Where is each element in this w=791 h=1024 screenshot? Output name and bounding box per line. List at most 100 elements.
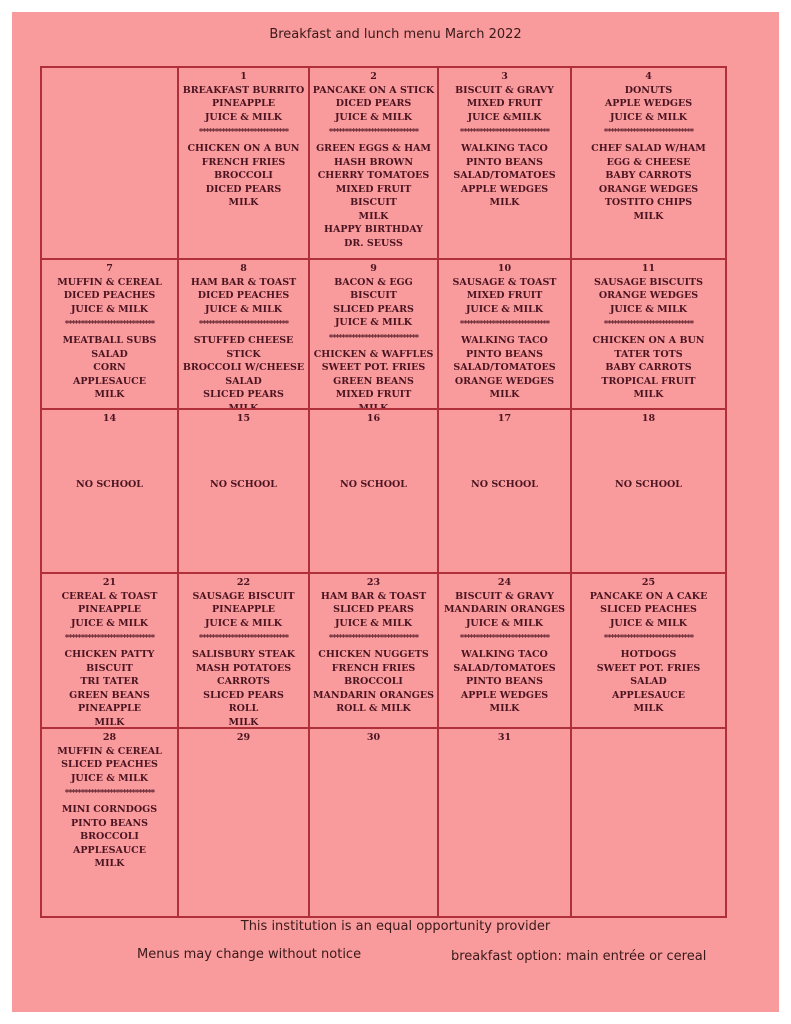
lunch-item: SALISBURY STEAK	[191, 649, 296, 660]
day-cell: 14 NO SCHOOL	[41, 409, 178, 573]
lunch-item: PINEAPPLE	[77, 703, 142, 714]
breakfast-item: SAUSAGE & TOAST	[452, 276, 557, 288]
lunch-item: GREEN BEANS	[69, 689, 150, 701]
lunch-item: APPLESAUCE	[73, 375, 146, 387]
breakfast-item: PANCAKE ON A STICK	[312, 84, 435, 96]
meal-divider: ****************************	[198, 126, 289, 136]
lunch-item: BROCCOLI	[214, 170, 273, 181]
breakfast-item: JUICE & MILK	[334, 317, 413, 328]
day-number: 24	[497, 577, 512, 588]
day-cell: 31	[438, 728, 571, 917]
day-number: 28	[102, 732, 117, 743]
lunch-item: MILK	[228, 402, 259, 409]
lunch-item: SALAD/TOMATOES	[453, 362, 556, 373]
lunch-item: EGG & CHEESE	[606, 156, 691, 168]
day-cell: 22 SAUSAGE BISCUIT PINEAPPLE JUICE & MILK **…	[178, 573, 309, 728]
lunch-item: SLICED PEARS	[203, 389, 284, 400]
menu-change-notice: Menus may change without notice	[137, 947, 362, 962]
meal-divider: ****************************	[603, 126, 694, 136]
day-cell: 8 HAM BAR & TOAST DICED PEACHES JUICE & MIL…	[178, 259, 309, 409]
breakfast-item: JUICE & MILK	[334, 617, 413, 629]
day-cell: 4 DONUTS APPLE WEDGES JUICE & MILK *********…	[571, 67, 726, 259]
lunch-item: MILK	[358, 210, 389, 222]
lunch-item: SALAD	[225, 375, 262, 387]
lunch-item: CHICKEN ON A BUN	[592, 335, 705, 346]
day-number: 17	[497, 413, 512, 424]
lunch-item: MEATBALL SUBS	[62, 335, 157, 346]
breakfast-item: SLICED PEACHES	[600, 604, 697, 615]
meal-divider: ****************************	[64, 787, 155, 797]
lunch-item: PINTO BEANS	[465, 348, 544, 360]
day-number: 16	[366, 413, 381, 424]
lunch-item: MILK	[633, 389, 664, 400]
lunch-item: DICED PEARS	[205, 183, 282, 195]
day-number: 11	[641, 263, 656, 274]
breakfast-item: SAUSAGE BISCUITS	[594, 276, 703, 288]
lunch-item: TATER TOTS	[614, 348, 683, 360]
meal-divider: ****************************	[328, 331, 419, 342]
lunch-item: MINI CORNDOGS	[61, 804, 158, 815]
lunch-item: SALAD/TOMATOES	[453, 170, 556, 181]
lunch-item: HASH BROWN	[333, 156, 414, 168]
lunch-item: WALKING TACO	[461, 649, 548, 660]
lunch-item: CARROTS	[217, 676, 270, 687]
menu-calendar: 1 BREAKFAST BURRITO PINEAPPLE JUICE & MILK *…	[40, 66, 727, 918]
day-cell: 25 PANCAKE ON A CAKE SLICED PEACHES JUICE &…	[571, 573, 726, 728]
lunch-item: MILK	[633, 703, 664, 714]
breakfast-item: DICED PEARS	[335, 98, 412, 109]
breakfast-item: ORANGE WEDGES	[598, 290, 699, 301]
lunch-item: SLICED PEARS	[203, 689, 284, 701]
breakfast-item: JUICE & MILK	[70, 772, 149, 784]
breakfast-item: DONUTS	[624, 84, 673, 96]
meal-divider: ****************************	[603, 632, 694, 642]
lunch-item: CHICKEN & WAFFLES	[313, 348, 434, 360]
day-number: 29	[236, 732, 251, 743]
meal-divider: ****************************	[459, 632, 550, 642]
day-number: 9	[370, 263, 377, 274]
meal-divider: ****************************	[64, 632, 155, 642]
breakfast-item: JUICE & MILK	[465, 303, 544, 315]
lunch-item: CHERRY TOMATOES	[317, 170, 430, 181]
breakfast-item: BACON & EGG BISCUIT	[334, 276, 413, 302]
day-cell: 21 CEREAL & TOAST PINEAPPLE JUICE & MILK ***…	[41, 573, 178, 728]
day-number: 31	[497, 732, 512, 743]
day-cell: 15 NO SCHOOL	[178, 409, 309, 573]
day-number: 4	[645, 71, 652, 82]
lunch-item: BABY CARROTS	[605, 362, 692, 373]
breakfast-item: BISCUIT & GRAVY	[455, 84, 554, 96]
lunch-item: FRENCH FRIES	[331, 662, 416, 674]
lunch-item: SALAD	[630, 676, 667, 687]
meal-divider: ****************************	[328, 126, 419, 136]
breakfast-item: MIXED FRUIT	[466, 290, 543, 301]
breakfast-item: SAUSAGE BISCUIT	[192, 590, 295, 602]
lunch-item: MILK	[633, 210, 664, 222]
breakfast-item: SLICED PEARS	[333, 303, 414, 315]
breakfast-item: PINEAPPLE	[77, 604, 142, 615]
lunch-item: CHICKEN ON A BUN	[187, 143, 300, 154]
lunch-item: MILK	[94, 858, 125, 869]
page-title: Breakfast and lunch menu March 2022	[269, 27, 522, 42]
lunch-item: PINTO BEANS	[465, 676, 544, 687]
day-number: 1	[240, 71, 247, 82]
day-number: 8	[240, 263, 247, 274]
day-cell: 1 BREAKFAST BURRITO PINEAPPLE JUICE & MILK *…	[178, 67, 309, 259]
day-number: 7	[106, 263, 113, 274]
lunch-item: MILK	[94, 716, 125, 728]
lunch-item: CORN	[93, 362, 126, 373]
lunch-item: CHICKEN PATTY	[64, 649, 155, 660]
day-number: 18	[641, 413, 656, 424]
breakfast-item: DICED PEACHES	[63, 290, 156, 301]
lunch-item: MASH POTATOES	[195, 662, 292, 674]
lunch-item: ORANGE WEDGES	[598, 183, 699, 195]
day-cell: 11 SAUSAGE BISCUITS ORANGE WEDGES JUICE & M…	[571, 259, 726, 409]
lunch-item: CHEF SALAD W/HAM	[591, 143, 706, 154]
breakfast-item: JUICE & MILK	[609, 111, 688, 123]
lunch-item: MILK	[489, 197, 520, 208]
lunch-item: MANDARIN ORANGES	[313, 689, 434, 701]
breakfast-item: JUICE & MILK	[204, 617, 283, 629]
day-cell: 17 NO SCHOOL	[438, 409, 571, 573]
breakfast-item: PANCAKE ON A CAKE	[589, 590, 708, 602]
meal-divider: ****************************	[198, 632, 289, 642]
day-cell: 9 BACON & EGG BISCUIT SLICED PEARS JUICE & …	[309, 259, 438, 409]
equal-opportunity-statement: This institution is an equal opportunity…	[240, 919, 551, 934]
